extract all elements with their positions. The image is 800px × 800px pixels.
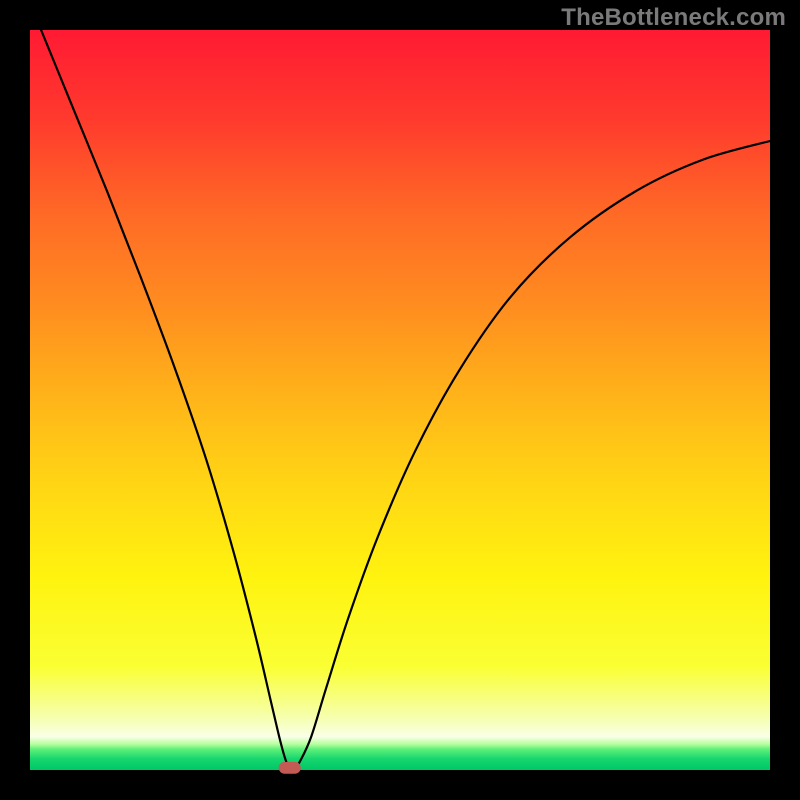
chart-frame: TheBottleneck.com xyxy=(0,0,800,800)
bottleneck-chart xyxy=(0,0,800,800)
optimal-marker xyxy=(279,762,301,774)
gradient-background xyxy=(30,30,770,770)
